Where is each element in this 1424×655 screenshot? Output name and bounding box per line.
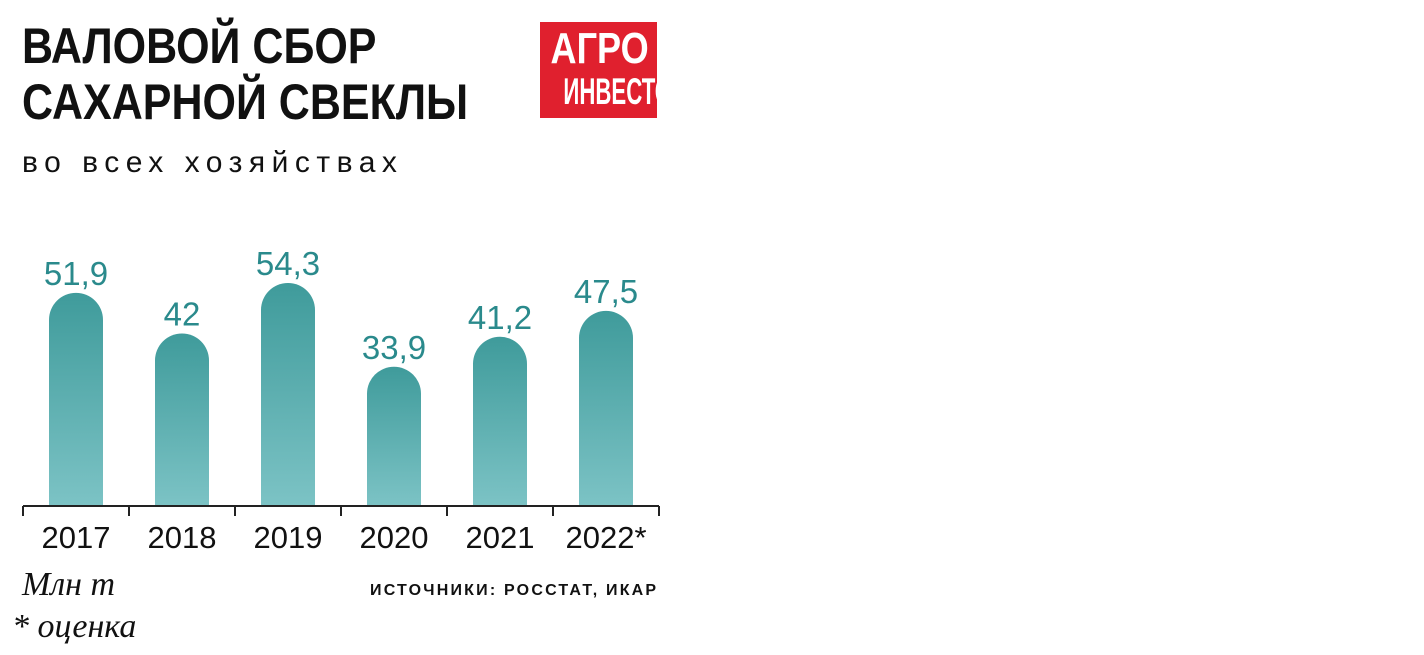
estimate-note: * оценка (12, 608, 137, 645)
value-label-2021: 41,2 (468, 299, 532, 336)
bar-2021 (473, 336, 527, 506)
tick-label-2021: 2021 (466, 520, 535, 555)
x-axis: 2017 2018 2019 2020 2021 2022* (22, 505, 660, 555)
agroinvestor-logo: АГРО ИНВЕСТОР (540, 22, 657, 118)
tick-label-2022: 2022* (565, 520, 646, 555)
value-label-2022: 47,5 (574, 273, 638, 310)
tick-label-2018: 2018 (148, 520, 217, 555)
logo-line-1: АГРО (550, 24, 649, 73)
value-label-2018: 42 (164, 296, 201, 333)
value-label-2020: 33,9 (362, 329, 426, 366)
tick-label-2020: 2020 (360, 520, 429, 555)
chart-title: ВАЛОВОЙ СБОР САХАРНОЙ СВЕКЛЫ (22, 18, 468, 130)
title-line-1: ВАЛОВОЙ СБОР (22, 18, 377, 74)
bar-2022 (579, 310, 633, 506)
source-label: ИСТОЧНИКИ: РОССТАТ, ИКАР (370, 582, 659, 599)
tick-label-2019: 2019 (254, 520, 323, 555)
value-label-2019: 54,3 (256, 245, 320, 282)
bar-2017 (49, 292, 103, 506)
bar-2020 (367, 366, 421, 506)
value-label-2017: 51,9 (44, 255, 108, 292)
bar-2019 (261, 282, 315, 506)
unit-label: Млн т (22, 566, 116, 603)
bars-group: 51,9 42 54,3 33,9 41,2 47,5 (44, 245, 638, 506)
chart-subtitle: во всех хозяйствах (22, 146, 404, 179)
logo-line-2: ИНВЕСТОР (563, 71, 657, 112)
bar-2018 (155, 333, 209, 506)
title-line-2: САХАРНОЙ СВЕКЛЫ (22, 74, 469, 130)
tick-label-2017: 2017 (42, 520, 111, 555)
